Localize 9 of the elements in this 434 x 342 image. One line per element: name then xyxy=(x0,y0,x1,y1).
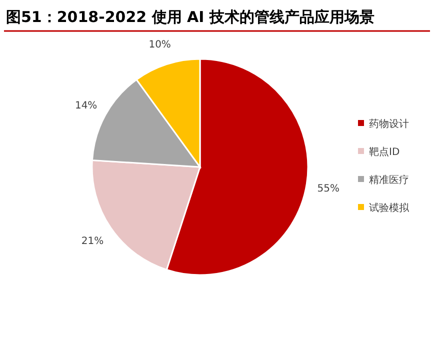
legend-label: 试验模拟 xyxy=(369,202,410,214)
data-label: 55% xyxy=(317,183,340,194)
data-label: 10% xyxy=(148,39,171,50)
data-label: 14% xyxy=(74,100,98,112)
legend-label: 药物设计 xyxy=(369,118,409,130)
chart-title: 图51：2018-2022 使用 AI 技术的管线产品应用场景 xyxy=(6,8,374,26)
data-label: 21% xyxy=(81,236,104,248)
legend-label: 靶点ID xyxy=(369,146,400,158)
legend-label: 精准医疗 xyxy=(369,174,409,186)
